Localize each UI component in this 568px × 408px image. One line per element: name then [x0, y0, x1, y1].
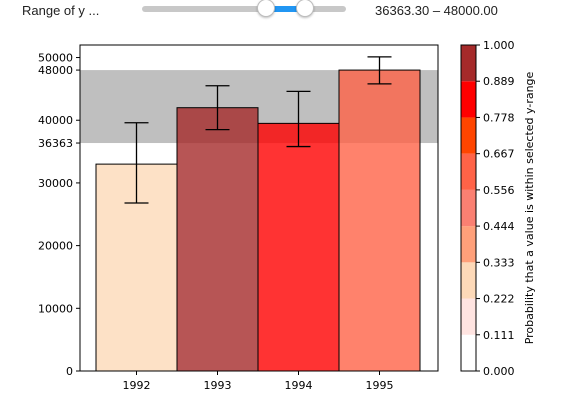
slider-low-handle[interactable] [256, 0, 275, 17]
colorbar-tick-label-5: 0.556 [483, 184, 515, 197]
range-label: Range of y ... [22, 3, 100, 18]
colorbar-tick-label-8: 0.889 [483, 75, 515, 88]
y-tick-label-48000: 48000 [38, 64, 73, 77]
colorbar-tick-label-6: 0.667 [483, 148, 515, 161]
colorbar-segment-5 [461, 153, 476, 190]
range-widget: Range of y ... 36363.30 – 48000.00 [0, 0, 568, 24]
colorbar-frame [460, 44, 477, 372]
x-tick-label-1995: 1995 [366, 379, 394, 392]
colorbar-segment-0 [461, 334, 476, 371]
colorbar-segment-6 [461, 117, 476, 154]
slider-high-handle[interactable] [296, 0, 315, 17]
range-value-readout: 36363.30 – 48000.00 [375, 3, 498, 18]
colorbar-segment-7 [461, 81, 476, 118]
colorbar-tick-label-4: 0.444 [483, 220, 515, 233]
colorbar-tick-label-1: 0.111 [483, 329, 515, 342]
range-slider[interactable] [142, 0, 346, 20]
slider-track[interactable] [142, 6, 346, 12]
colorbar-tick-label-3: 0.333 [483, 256, 515, 269]
y-tick-label-30000: 30000 [38, 177, 73, 190]
bar-1994 [257, 122, 340, 372]
bar-1993 [176, 107, 259, 372]
plot-frame [79, 44, 439, 372]
colorbar-segment-2 [461, 262, 476, 299]
bar-1995 [338, 69, 421, 372]
y-tick-label-50000: 50000 [38, 52, 73, 65]
x-tick-label-1992: 1992 [123, 379, 151, 392]
y-tick-label-10000: 10000 [38, 302, 73, 315]
y-tick-label-0: 0 [66, 365, 73, 378]
colorbar-tick-label-0: 0.000 [483, 365, 515, 378]
y-tick-label-40000: 40000 [38, 114, 73, 127]
y-tick-label-36363: 36363 [38, 137, 73, 150]
colorbar-segment-8 [461, 45, 476, 82]
colorbar-segment-4 [461, 189, 476, 227]
y-tick-label-20000: 20000 [38, 240, 73, 253]
colorbar-segment-1 [461, 298, 476, 335]
colorbar-tick-label-2: 0.222 [483, 293, 515, 306]
colorbar-label: Probability that a value is within selec… [523, 71, 536, 344]
x-tick-label-1994: 1994 [285, 379, 313, 392]
slider-selected-range [265, 6, 306, 12]
colorbar-tick-label-9: 1.000 [483, 39, 515, 52]
x-tick-label-1993: 1993 [204, 379, 232, 392]
colorbar-tick-label-7: 0.778 [483, 111, 515, 124]
colorbar-segment-3 [461, 226, 476, 263]
